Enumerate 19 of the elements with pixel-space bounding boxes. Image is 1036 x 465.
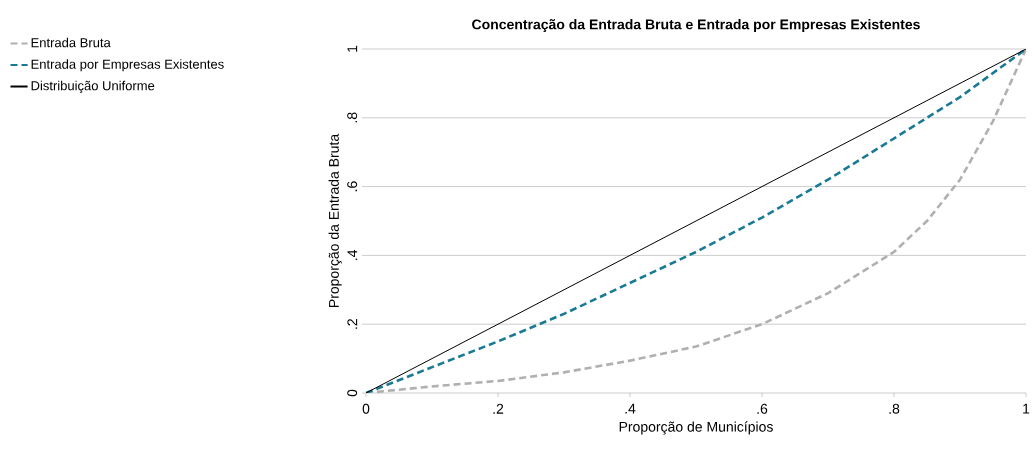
y-tick-label: 1 — [347, 45, 358, 52]
chart-title: Concentração da Entrada Bruta e Entrada por Empresas Existentes — [472, 19, 920, 33]
x-tick-label: .6 — [757, 403, 768, 414]
y-tick-label: .6 — [347, 181, 358, 192]
x-tick-label: .2 — [493, 403, 504, 414]
legend-label: Entrada Bruta — [31, 37, 111, 48]
x-tick-label: 1 — [1023, 403, 1030, 414]
y-tick-label: 0 — [347, 389, 358, 397]
legend-label: Entrada por Empresas Existentes — [31, 59, 224, 72]
x-axis-title: Proporção de Municípios — [619, 421, 773, 435]
line-series — [366, 48, 1026, 393]
x-tick-label: .4 — [625, 403, 636, 414]
y-tick-label: .4 — [347, 249, 358, 260]
legend-label: Distribuição Uniforme — [31, 80, 155, 93]
x-tick-label: 0 — [362, 403, 370, 414]
y-axis-title: Proporção da Entrada Bruta — [328, 133, 342, 308]
x-tick-label: .8 — [889, 403, 900, 414]
y-tick-label: .8 — [347, 112, 358, 123]
y-tick-label: .2 — [347, 319, 358, 329]
